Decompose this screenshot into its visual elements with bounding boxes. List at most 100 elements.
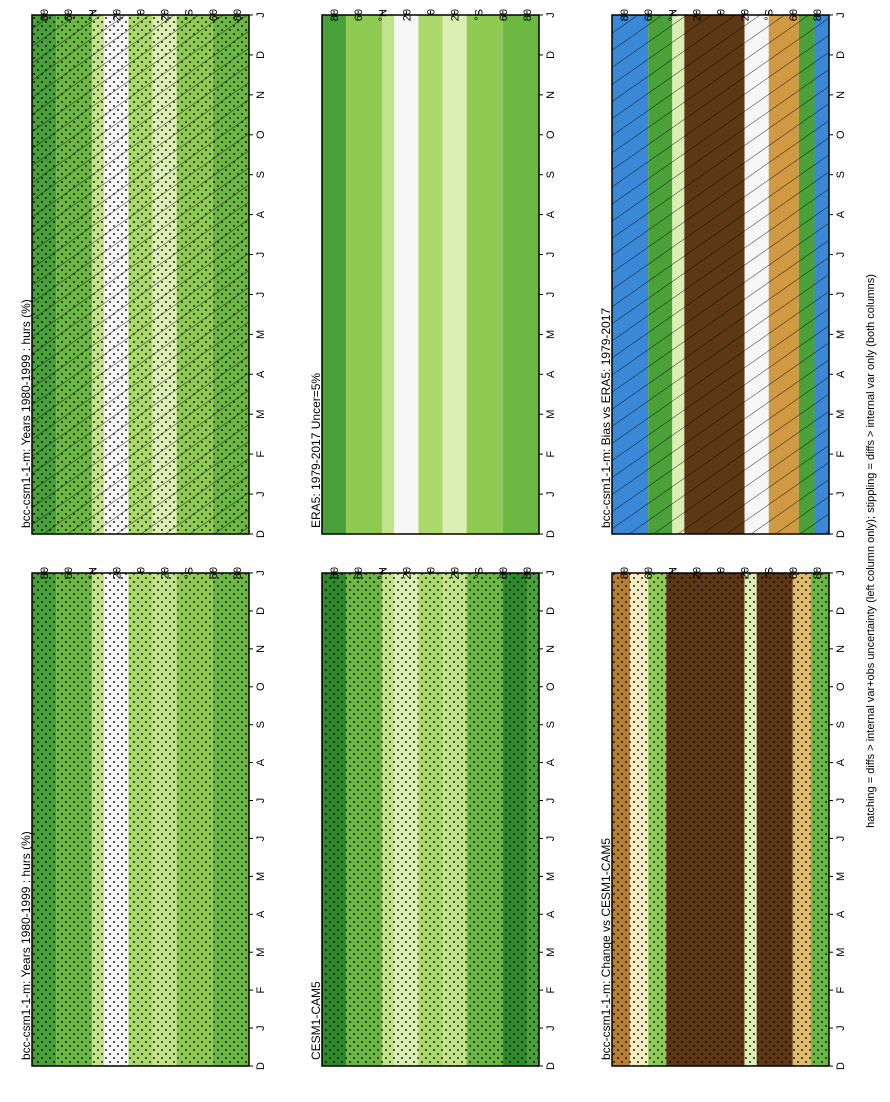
month-label-bottom-right-0: D — [835, 1062, 847, 1070]
lat-label-middle-left-4: 0 — [426, 9, 438, 15]
month-label-bottom-right-12: D — [835, 607, 847, 615]
month-label-top-left-10: O — [255, 130, 267, 139]
month-label-bottom-left-4: A — [835, 370, 847, 378]
title-middle-right: CESM1-CAM5 — [309, 981, 323, 1060]
lat-label-middle-right-6: °S — [474, 567, 486, 579]
panel-top-left: 80 60 °N 20 0 20 °S 60 80 D J F M A M J J A S O N D Jbcc-csm1-… — [19, 9, 267, 538]
stippling-middle-right — [322, 573, 539, 1066]
lat-label-middle-left-1: 60 — [353, 9, 365, 21]
month-label-top-left-0: D — [255, 530, 267, 538]
month-label-top-left-11: N — [255, 91, 267, 99]
lat-label-top-right-0: 80 — [39, 567, 51, 579]
month-label-bottom-left-8: A — [835, 210, 847, 218]
month-label-middle-right-7: J — [545, 798, 557, 804]
lat-label-middle-right-4: 0 — [426, 567, 438, 573]
month-label-bottom-right-5: M — [835, 872, 847, 881]
stippling-top-right — [32, 573, 249, 1066]
month-label-bottom-right-4: A — [835, 910, 847, 918]
lat-label-top-left-3: 20 — [111, 9, 123, 21]
month-label-middle-left-5: M — [545, 330, 557, 339]
lat-label-top-right-7: 60 — [208, 567, 220, 579]
month-label-middle-left-2: F — [545, 451, 557, 458]
lat-label-bottom-right-1: 60 — [643, 567, 655, 579]
lat-label-bottom-left-5: 20 — [740, 9, 752, 21]
lat-label-bottom-left-1: 60 — [643, 9, 655, 21]
month-label-middle-right-0: D — [545, 1062, 557, 1070]
month-label-bottom-right-6: J — [835, 836, 847, 842]
lat-label-top-left-5: 20 — [160, 9, 172, 21]
month-label-bottom-right-8: A — [835, 758, 847, 766]
month-label-top-right-3: M — [255, 948, 267, 957]
month-label-bottom-left-2: F — [835, 451, 847, 458]
lat-label-bottom-right-5: 20 — [740, 567, 752, 579]
month-label-top-right-0: D — [255, 1062, 267, 1070]
lat-label-middle-right-2: °N — [377, 567, 389, 579]
month-label-bottom-left-7: J — [835, 252, 847, 257]
lat-label-top-right-4: 0 — [136, 567, 148, 573]
zone-middle-left-5 — [442, 15, 467, 534]
zone-middle-left-2 — [382, 15, 395, 534]
month-label-middle-left-10: O — [545, 130, 557, 139]
month-label-top-right-1: J — [255, 1025, 267, 1031]
month-label-middle-left-3: M — [545, 410, 557, 419]
lat-label-middle-right-0: 80 — [329, 567, 341, 579]
panel-bottom-right: 80 60 °N 20 0 20 °S 60 80 D J F M A M J J A S O N D Jbcc-csm1-… — [599, 567, 847, 1070]
lat-label-bottom-right-7: 60 — [788, 567, 800, 579]
month-label-middle-left-9: S — [545, 171, 557, 178]
lat-label-bottom-left-6: °S — [764, 9, 776, 21]
month-label-bottom-right-1: J — [835, 1025, 847, 1031]
zone-middle-left-0 — [322, 15, 347, 534]
month-label-middle-right-13: J — [545, 570, 557, 576]
month-label-bottom-left-5: M — [835, 330, 847, 339]
month-label-top-left-13: J — [255, 12, 267, 18]
month-label-bottom-left-11: N — [835, 91, 847, 99]
month-label-top-right-11: N — [255, 645, 267, 653]
month-label-middle-left-13: J — [545, 12, 557, 18]
month-label-top-right-8: A — [255, 758, 267, 766]
month-label-bottom-right-10: O — [835, 682, 847, 691]
month-label-top-left-3: M — [255, 410, 267, 419]
month-label-middle-right-5: M — [545, 872, 557, 881]
month-label-top-left-2: F — [255, 451, 267, 458]
month-label-bottom-right-2: F — [835, 987, 847, 994]
panel-middle-right: 80 60 °N 20 0 20 °S 60 80 D J F M A M J J A S O N D J CESM1-CAM… — [309, 567, 557, 1070]
panel-middle-left: 80 60 °N 20 0 20 °S 60 80 D J F M A M J J A S O N D J ERA5: 197… — [309, 9, 557, 538]
lat-label-middle-right-1: 60 — [353, 567, 365, 579]
month-label-middle-right-10: O — [545, 682, 557, 691]
month-label-top-left-1: J — [255, 491, 267, 497]
lat-label-top-left-4: 0 — [136, 9, 148, 15]
month-label-bottom-left-9: S — [835, 171, 847, 178]
lat-label-middle-right-3: 20 — [401, 567, 413, 579]
lat-label-bottom-left-0: 80 — [619, 9, 631, 21]
stippling-bottom-right — [612, 573, 829, 1066]
lat-label-middle-left-0: 80 — [329, 9, 341, 21]
month-label-top-left-9: S — [255, 171, 267, 178]
lat-label-bottom-right-3: 20 — [691, 567, 703, 579]
month-label-top-right-9: S — [255, 721, 267, 728]
hatching-top-left — [32, 15, 249, 534]
month-label-top-right-6: J — [255, 836, 267, 842]
month-label-top-right-7: J — [255, 798, 267, 804]
month-label-middle-left-12: D — [545, 51, 557, 59]
month-label-bottom-left-10: O — [835, 130, 847, 139]
lat-label-middle-right-5: 20 — [450, 567, 462, 579]
lat-label-bottom-left-3: 20 — [691, 9, 703, 21]
lat-label-top-right-8: 80 — [232, 567, 244, 579]
lat-label-bottom-left-7: 60 — [788, 9, 800, 21]
title-top-right: bcc-csm1-1-m: Years 1980-1999 : hurs (%) — [19, 831, 33, 1060]
month-label-bottom-left-0: D — [835, 530, 847, 538]
month-label-bottom-left-12: D — [835, 51, 847, 59]
lat-label-top-right-3: 20 — [111, 567, 123, 579]
month-label-top-left-8: A — [255, 210, 267, 218]
lat-label-top-left-1: 60 — [63, 9, 75, 21]
lat-label-bottom-right-8: 80 — [812, 567, 824, 579]
month-label-middle-right-8: A — [545, 758, 557, 766]
lat-label-bottom-right-2: °N — [667, 567, 679, 579]
month-label-top-left-4: A — [255, 370, 267, 378]
lat-label-bottom-left-4: 0 — [716, 9, 728, 15]
lat-label-bottom-right-6: °S — [764, 567, 776, 579]
lat-label-top-left-7: 60 — [208, 9, 220, 21]
month-label-middle-left-1: J — [545, 491, 557, 497]
zone-middle-left-1 — [346, 15, 383, 534]
